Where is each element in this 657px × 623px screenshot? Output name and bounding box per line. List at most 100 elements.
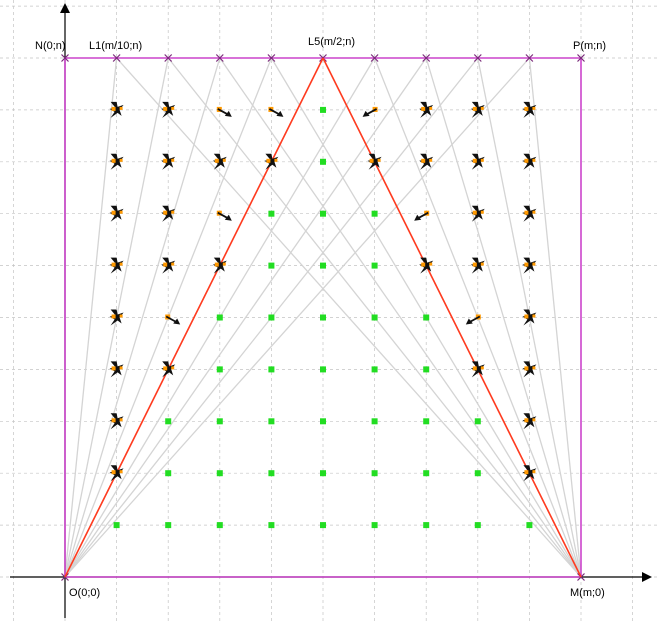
green-square-icon xyxy=(320,210,326,217)
x-mark-stroke xyxy=(370,54,379,62)
bird-accent xyxy=(222,262,226,266)
bird-body xyxy=(522,101,537,118)
ray-line xyxy=(425,57,582,578)
green-square-icon xyxy=(423,470,430,477)
x-mark-stroke xyxy=(473,54,482,62)
arrow-icon xyxy=(414,210,430,221)
bird-accent xyxy=(119,106,123,110)
arrow-head xyxy=(276,110,284,117)
bird-body xyxy=(419,153,434,170)
bird-icon xyxy=(470,101,485,118)
x-mark-stroke xyxy=(61,54,69,62)
green-square-icon xyxy=(165,522,172,529)
green-square-icon xyxy=(423,314,430,321)
bird-icon xyxy=(470,153,485,170)
x-mark-stroke xyxy=(577,54,585,62)
bird-icon xyxy=(161,361,176,378)
bird-accent xyxy=(119,210,123,214)
bird-accent xyxy=(111,418,116,423)
ray-line xyxy=(64,57,118,578)
top-edge-x-mark-icon xyxy=(370,54,379,62)
green-square-icon xyxy=(474,418,481,425)
bird-accent xyxy=(429,262,433,266)
green-square-icon xyxy=(423,522,430,529)
bird-icon xyxy=(212,257,227,274)
top-edge-x-mark-icon xyxy=(215,54,224,62)
x-mark-stroke xyxy=(267,54,276,62)
green-square-icon xyxy=(268,366,275,373)
bird-body xyxy=(109,257,124,274)
bird-accent xyxy=(472,210,477,215)
green-square-icon xyxy=(320,366,326,373)
bird-accent xyxy=(171,210,175,214)
green-square-icon xyxy=(320,314,326,321)
bird-accent xyxy=(532,366,536,370)
green-square-icon xyxy=(423,418,430,425)
bird-accent xyxy=(111,470,116,475)
triangle-left-edge xyxy=(64,57,324,578)
bird-body xyxy=(367,153,382,170)
grid-point-markers xyxy=(109,101,537,529)
bird-icon xyxy=(522,465,537,482)
bird-accent xyxy=(266,158,271,163)
y-axis-arrow-icon xyxy=(60,3,70,13)
bird-body xyxy=(470,257,485,274)
top-edge-x-mark-icon xyxy=(422,54,431,62)
green-square-icon xyxy=(526,522,533,529)
bird-accent xyxy=(377,158,381,162)
bird-icon xyxy=(522,153,537,170)
bird-icon xyxy=(419,257,434,274)
bird-icon xyxy=(522,361,537,378)
bird-icon xyxy=(470,257,485,274)
green-square-icon xyxy=(268,262,275,269)
green-square-icon xyxy=(216,314,223,321)
green-square-icon xyxy=(216,470,223,477)
bird-body xyxy=(470,101,485,118)
green-square-icon xyxy=(320,418,326,425)
bird-accent xyxy=(524,366,529,371)
bird-accent xyxy=(274,158,278,162)
label-p: P(m;n) xyxy=(573,40,606,52)
bird-accent xyxy=(532,418,536,422)
bird-body xyxy=(161,205,176,222)
top-edge-x-mark-icon xyxy=(473,54,482,62)
bird-accent xyxy=(524,418,529,423)
bird-accent xyxy=(524,262,529,267)
green-square-icon xyxy=(320,158,326,165)
bird-body xyxy=(109,153,124,170)
bird-icon xyxy=(522,101,537,118)
bird-accent xyxy=(163,366,168,371)
triangle-oml5 xyxy=(64,57,582,578)
bird-accent xyxy=(524,106,529,111)
top-edge-x-mark-icon xyxy=(112,54,121,62)
top-edge-x-mark-icon xyxy=(577,54,585,62)
bird-body xyxy=(522,465,537,482)
bird-body xyxy=(109,309,124,326)
bird-accent xyxy=(421,106,426,111)
arrow-icon xyxy=(165,314,181,325)
green-square-icon xyxy=(320,262,326,269)
point-labels: O(0;0) M(m;0) N(0;n) P(m;n) L1(m/10;n) L… xyxy=(35,36,606,599)
bird-body xyxy=(212,153,227,170)
bird-accent xyxy=(532,106,536,110)
bird-body xyxy=(161,361,176,378)
bird-body xyxy=(109,413,124,430)
bird-accent xyxy=(532,210,536,214)
bird-accent xyxy=(119,418,123,422)
arrow-head xyxy=(414,214,422,221)
bird-accent xyxy=(171,262,175,266)
bird-accent xyxy=(111,158,116,163)
green-square-icon xyxy=(371,366,378,373)
ray-line xyxy=(64,57,221,578)
bird-icon xyxy=(161,257,176,274)
green-square-icon xyxy=(320,106,326,113)
bird-icon xyxy=(109,361,124,378)
bird-icon xyxy=(109,205,124,222)
bird-accent xyxy=(163,158,168,163)
bird-icon xyxy=(470,361,485,378)
bird-accent xyxy=(480,106,484,110)
bird-body xyxy=(109,205,124,222)
bird-accent xyxy=(119,158,123,162)
ray-line xyxy=(116,57,582,578)
bird-accent xyxy=(171,106,175,110)
